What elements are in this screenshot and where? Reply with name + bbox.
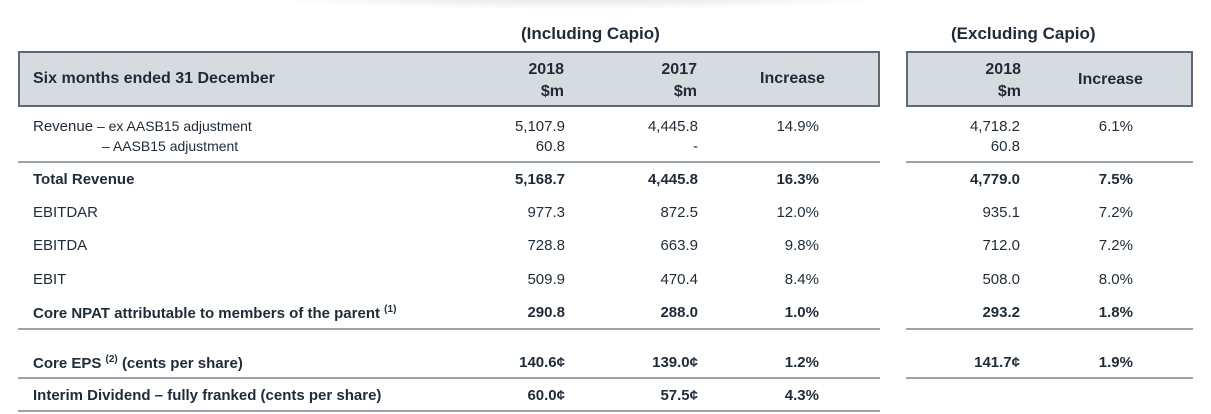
revenue-2018-ex: 5,107.9 bbox=[514, 118, 565, 135]
rule-eps-ex bbox=[906, 377, 1193, 379]
core-npat-2018: 290.8 bbox=[527, 304, 565, 321]
ebitda-ex-increase: 7.2% bbox=[1098, 237, 1133, 254]
col-2017-header: 2017 $m bbox=[661, 59, 697, 103]
ebit-2018: 509.9 bbox=[527, 271, 565, 288]
interim-dividend-2018: 60.0¢ bbox=[527, 387, 565, 404]
ebitda-label: EBITDA bbox=[33, 237, 88, 254]
total-revenue-ex-increase: 7.5% bbox=[1098, 171, 1133, 188]
ebitdar-2018: 977.3 bbox=[527, 204, 565, 221]
ebitdar-increase: 12.0% bbox=[776, 204, 819, 221]
ebit-ex-2018: 508.0 bbox=[982, 271, 1020, 288]
group-title-excluding: (Excluding Capio) bbox=[951, 24, 1096, 43]
col-increase-header: Increase bbox=[760, 70, 825, 87]
group-title-including: (Including Capio) bbox=[521, 24, 660, 43]
core-eps-footnote: (2) bbox=[105, 354, 118, 365]
ebitdar-ex-2018: 935.1 bbox=[982, 204, 1020, 221]
revenue-2017-ex: 4,445.8 bbox=[647, 118, 698, 135]
ebitdar-label: EBITDAR bbox=[33, 204, 99, 221]
ebit-2017: 470.4 bbox=[660, 271, 698, 288]
top-shadow bbox=[230, 0, 930, 10]
revenue-2018-aasb: 60.8 bbox=[535, 138, 565, 155]
interim-dividend-label: Interim Dividend – fully franked (cents … bbox=[33, 387, 382, 404]
core-eps-unit: (cents per share) bbox=[121, 355, 243, 372]
revenue-sub2-label: – AASB15 adjustment bbox=[102, 138, 239, 154]
header-excluding: 2018 $m Increase bbox=[906, 51, 1193, 107]
core-eps-ex-2018: 141.7¢ bbox=[974, 354, 1020, 371]
period-label: Six months ended 31 December bbox=[33, 70, 275, 87]
revenue-ex-increase: 6.1% bbox=[1098, 118, 1133, 135]
interim-dividend-2017: 57.5¢ bbox=[660, 387, 698, 404]
core-eps-increase: 1.2% bbox=[784, 354, 819, 371]
ebit-ex-increase: 8.0% bbox=[1098, 271, 1133, 288]
col-2018-header: 2018 $m bbox=[528, 59, 564, 103]
col-2018-unit: $m bbox=[540, 83, 564, 100]
ebit-label: EBIT bbox=[33, 271, 67, 288]
core-npat-footnote: (1) bbox=[384, 304, 397, 315]
rule-revenue-ex bbox=[906, 161, 1193, 163]
revenue-sub1-label: – ex AASB15 adjustment bbox=[96, 118, 252, 134]
interim-dividend-increase: 4.3% bbox=[784, 387, 819, 404]
ex-2018-year: 2018 bbox=[985, 61, 1021, 78]
revenue-2017-aasb: - bbox=[693, 138, 698, 155]
core-npat-text: Core NPAT attributable to members of the… bbox=[33, 305, 380, 322]
col-2018-year: 2018 bbox=[528, 61, 564, 78]
ex-increase-header: Increase bbox=[1078, 71, 1143, 88]
core-eps-2017: 139.0¢ bbox=[652, 354, 698, 371]
ex-2018-unit: $m bbox=[997, 83, 1021, 100]
core-eps-2018: 140.6¢ bbox=[519, 354, 565, 371]
ebitda-ex-2018: 712.0 bbox=[982, 237, 1020, 254]
core-eps-ex-increase: 1.9% bbox=[1098, 354, 1133, 371]
ex-2018-header: 2018 $m bbox=[985, 59, 1021, 103]
col-2017-unit: $m bbox=[673, 83, 697, 100]
core-npat-ex-2018: 293.2 bbox=[982, 304, 1020, 321]
col-2017-year: 2017 bbox=[661, 61, 697, 78]
header-including: Six months ended 31 December 2018 $m 201… bbox=[18, 51, 880, 107]
ebitdar-ex-increase: 7.2% bbox=[1098, 204, 1133, 221]
total-revenue-increase: 16.3% bbox=[776, 171, 819, 188]
revenue-label: Revenue bbox=[33, 118, 94, 135]
core-npat-label: Core NPAT attributable to members of the… bbox=[33, 304, 396, 322]
core-npat-2017: 288.0 bbox=[660, 304, 698, 321]
ebitda-2018: 728.8 bbox=[527, 237, 565, 254]
core-eps-text: Core EPS bbox=[33, 355, 102, 372]
ebitdar-2017: 872.5 bbox=[660, 204, 698, 221]
revenue-label-ex: Revenue – ex AASB15 adjustment bbox=[33, 118, 252, 135]
core-eps-label: Core EPS (2) (cents per share) bbox=[33, 354, 243, 372]
ebit-increase: 8.4% bbox=[784, 271, 819, 288]
rule-revenue bbox=[18, 161, 880, 163]
total-revenue-label: Total Revenue bbox=[33, 171, 135, 188]
total-revenue-ex-2018: 4,779.0 bbox=[969, 171, 1020, 188]
total-revenue-2017: 4,445.8 bbox=[647, 171, 698, 188]
ebitda-2017: 663.9 bbox=[660, 237, 698, 254]
core-npat-increase: 1.0% bbox=[784, 304, 819, 321]
revenue-ex-2018-ex: 4,718.2 bbox=[969, 118, 1020, 135]
core-npat-ex-increase: 1.8% bbox=[1098, 304, 1133, 321]
rule-dividend bbox=[18, 410, 880, 412]
rule-eps bbox=[18, 377, 880, 379]
total-revenue-2018: 5,168.7 bbox=[514, 171, 565, 188]
rule-npat-ex bbox=[906, 328, 1193, 330]
rule-npat bbox=[18, 328, 880, 330]
revenue-increase: 14.9% bbox=[776, 118, 819, 135]
revenue-ex-2018-aasb: 60.8 bbox=[990, 138, 1020, 155]
ebitda-increase: 9.8% bbox=[784, 237, 819, 254]
